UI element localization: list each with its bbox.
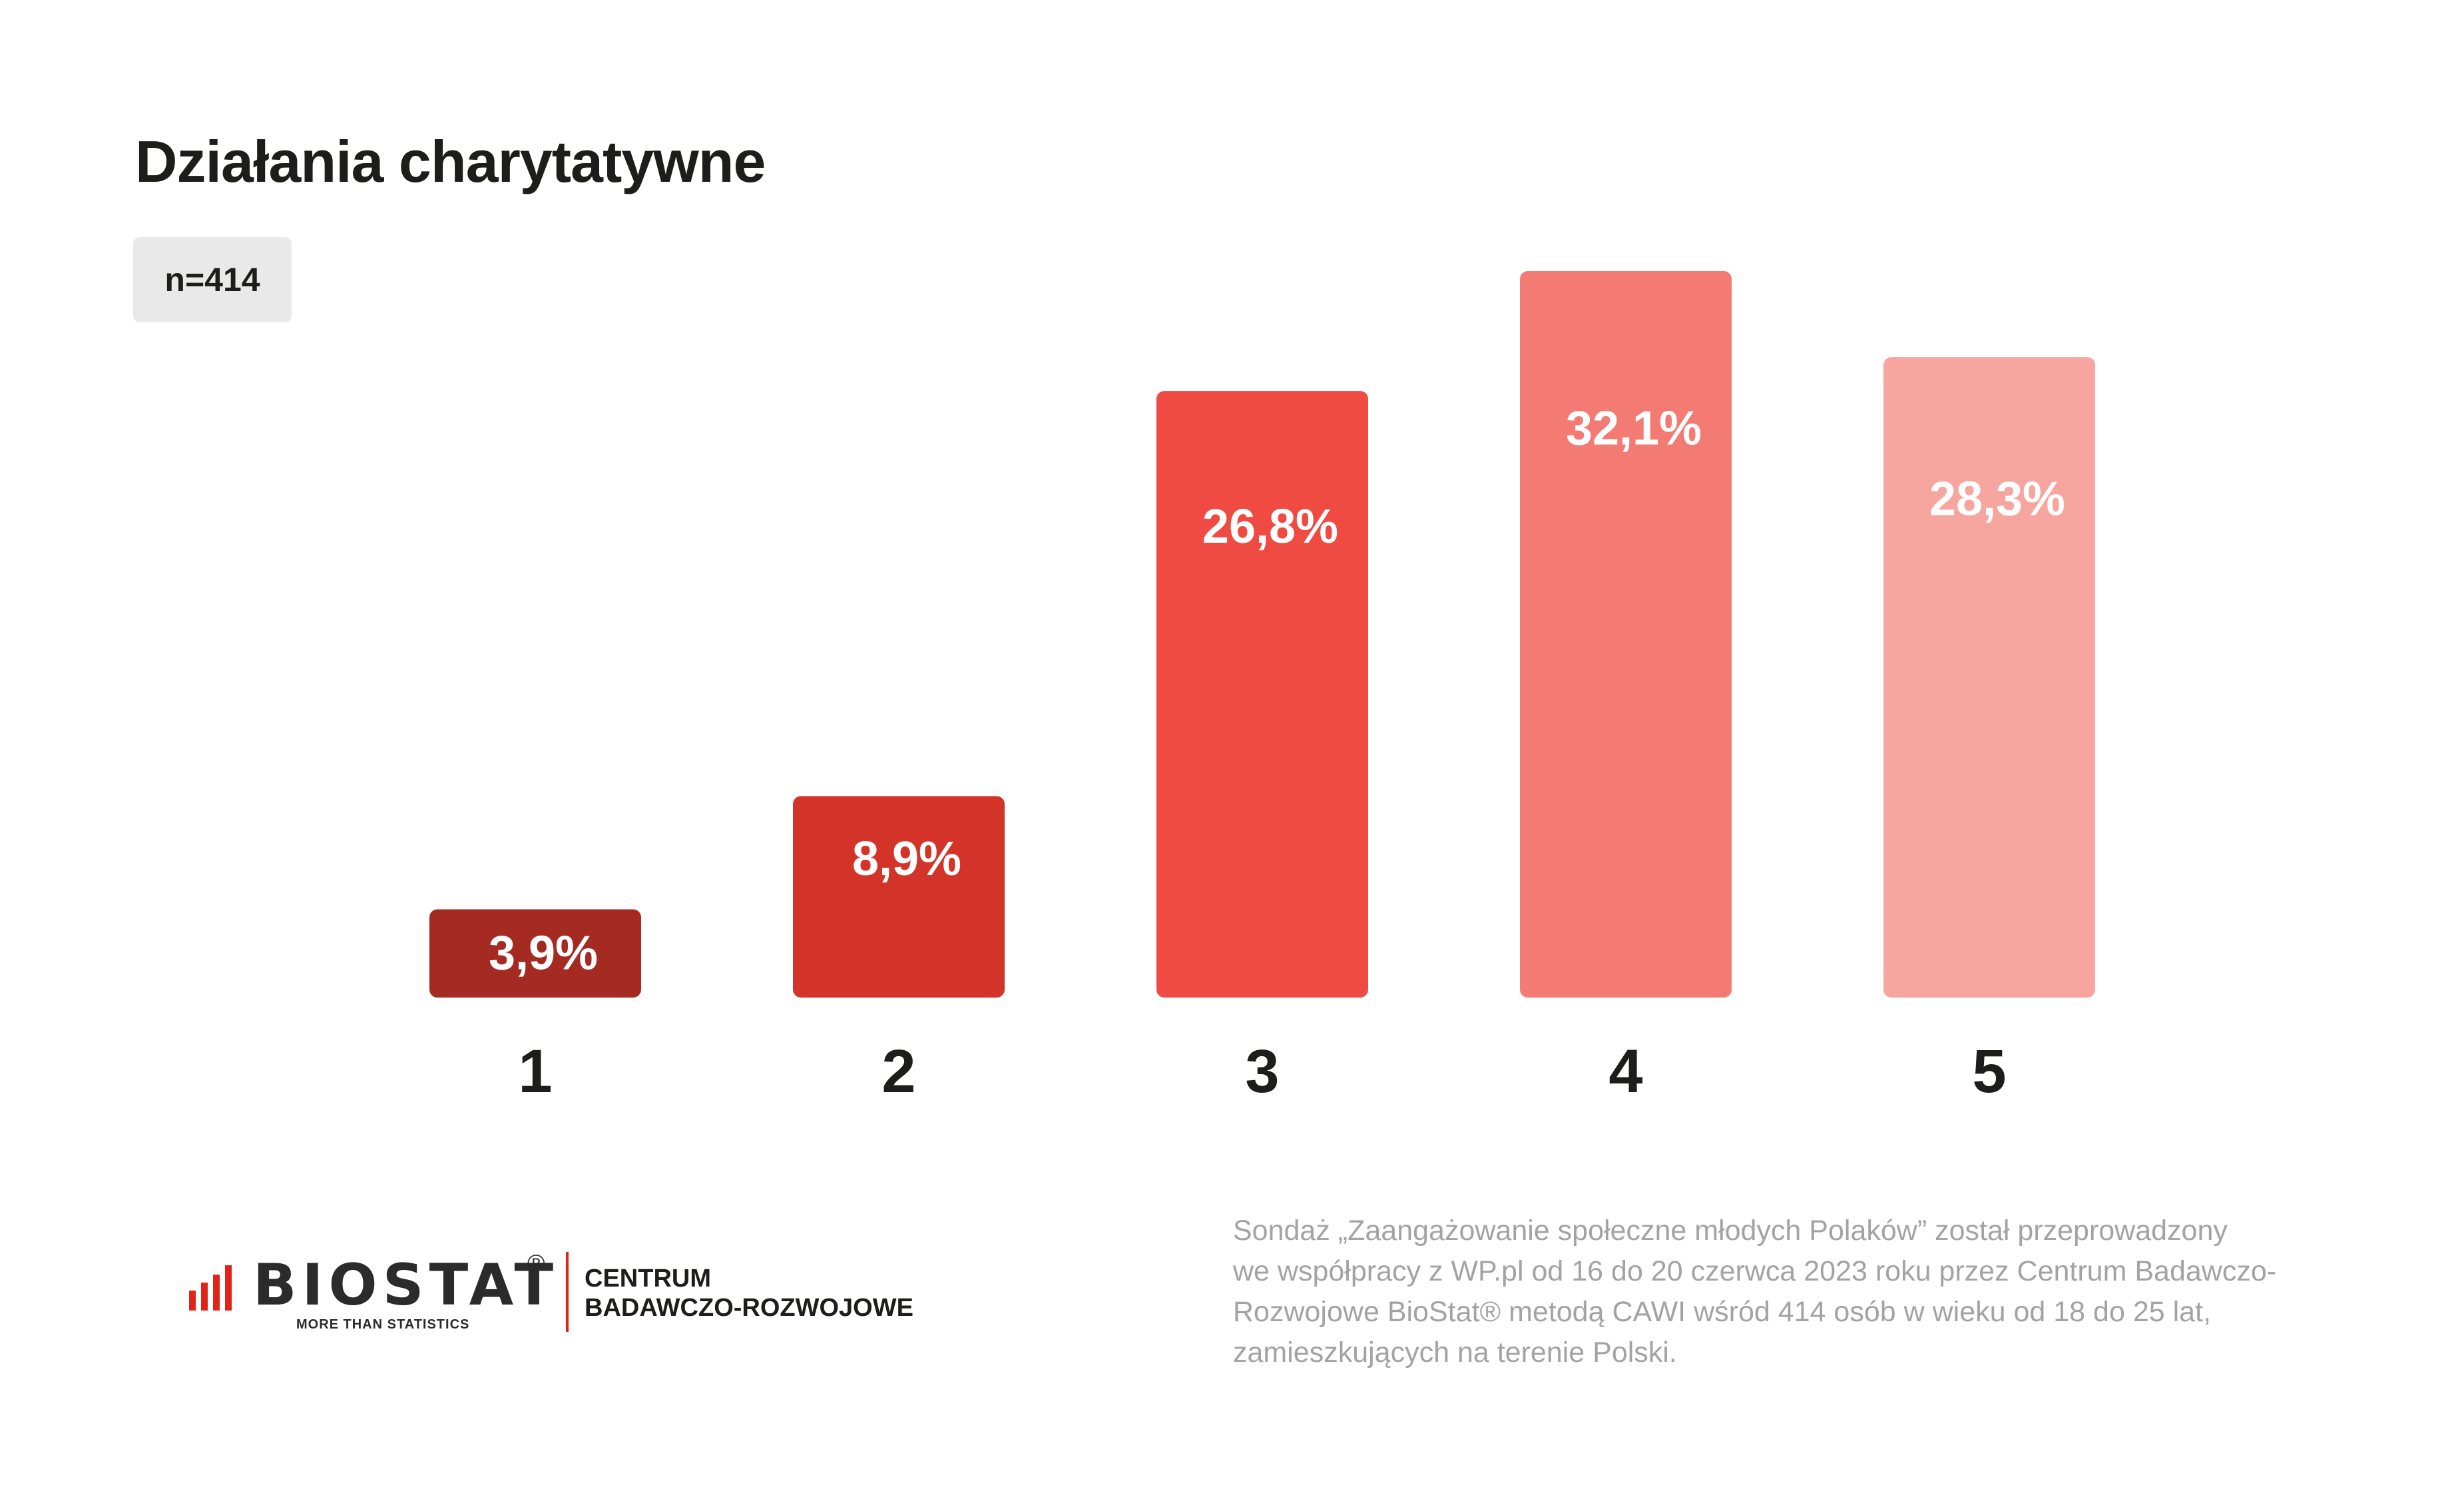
value-label-1: 3,9%	[489, 927, 598, 980]
bar-1	[429, 909, 641, 998]
bar-3	[1156, 391, 1368, 998]
category-label-4: 4	[1608, 1038, 1642, 1105]
centrum-label: CENTRUM BADAWCZO-ROZWOJOWE	[585, 1264, 913, 1323]
biostat-logo: BIOSTAT ® MORE THAN STATISTICS CENTRUM B…	[186, 1249, 919, 1345]
category-label-1: 1	[518, 1038, 552, 1105]
survey-note-line-4: zamieszkujących na terenie Polski.	[1233, 1337, 1677, 1368]
value-label-5: 28,3%	[1929, 472, 2065, 525]
chart-title: Działania charytatywne	[135, 129, 766, 194]
survey-note-line-1: Sondaż „Zaangażowanie społeczne młodych …	[1233, 1215, 2228, 1247]
bar-5	[1883, 357, 2095, 998]
category-label-3: 3	[1245, 1038, 1279, 1105]
survey-note-line-2: we współpracy z WP.pl od 16 do 20 czerwc…	[1233, 1255, 2277, 1287]
logo-registered-mark: ®	[527, 1249, 545, 1277]
value-label-2: 8,9%	[852, 832, 961, 886]
sample-size-badge: n=414	[133, 237, 292, 322]
logo-tagline: MORE THAN STATISTICS	[296, 1317, 470, 1332]
category-label-2: 2	[881, 1038, 915, 1105]
logo-bars-icon	[189, 1265, 232, 1311]
category-label-5: 5	[1972, 1038, 2006, 1105]
bar-4	[1520, 271, 1732, 998]
logo-divider	[566, 1252, 569, 1332]
value-label-4: 32,1%	[1566, 402, 1702, 455]
logo-wordmark: BIOSTAT	[253, 1252, 559, 1319]
centrum-line-1: CENTRUM	[585, 1265, 711, 1293]
survey-note-line-3: Rozwojowe BioStat® metodą CAWI wśród 414…	[1233, 1296, 2211, 1328]
value-label-3: 26,8%	[1202, 500, 1338, 553]
centrum-line-2: BADAWCZO-ROZWOJOWE	[585, 1294, 913, 1322]
bar-2	[793, 796, 1005, 998]
survey-note: Sondaż „Zaangażowanie społeczne młodych …	[1233, 1211, 2365, 1373]
